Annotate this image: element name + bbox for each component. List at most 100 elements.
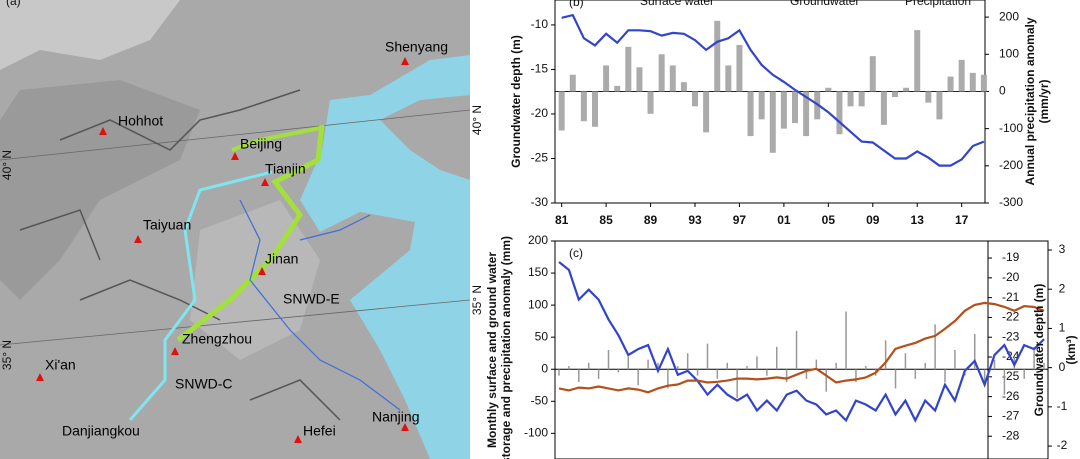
y-axis-title: Monthly surface and ground water: [485, 252, 499, 448]
bar: [625, 46, 632, 92]
y3-tick-label: 2: [1059, 281, 1066, 295]
bar: [792, 91, 798, 124]
bar: [558, 369, 560, 376]
bar: [627, 356, 630, 370]
bar: [836, 91, 843, 135]
bar: [592, 91, 598, 127]
y2-tick-label: -21: [1002, 290, 1020, 304]
bar: [904, 353, 907, 370]
y2-axis-title: Annual precipitation anomaly: [1023, 17, 1037, 185]
bar: [858, 91, 865, 107]
place-label: SNWD-E: [283, 291, 340, 307]
legend-label: Precipitation: [905, 0, 971, 8]
bar: [815, 359, 818, 370]
bar: [835, 362, 837, 370]
bar: [903, 87, 910, 92]
city-marker: [401, 423, 409, 431]
province-boundary: [19, 89, 341, 421]
bar: [954, 350, 956, 370]
place-label: Nanjing: [372, 409, 419, 425]
bar: [558, 91, 565, 131]
bar: [758, 91, 765, 120]
bar: [947, 76, 954, 92]
x-tick-label: 85: [599, 213, 613, 227]
bar: [569, 74, 576, 92]
bar: [1023, 369, 1025, 379]
panel-label: (c): [569, 246, 583, 260]
y3-tick-label: 0: [1059, 360, 1066, 374]
bar: [944, 369, 946, 383]
graticule: [0, 109, 470, 346]
bar: [736, 44, 743, 92]
place-label: Hohhot: [118, 113, 163, 129]
bar: [785, 369, 788, 383]
legend-label: Groundwater: [790, 0, 859, 8]
y2-tick-label: -20: [1002, 270, 1020, 284]
x-tick-label: 93: [688, 213, 702, 227]
bar: [714, 20, 721, 92]
bar: [914, 369, 917, 379]
canal-east: [176, 124, 325, 342]
city-marker: [171, 347, 179, 355]
bar: [780, 91, 787, 129]
y2-tick-label: 100: [999, 46, 1019, 60]
place-label: Xi'an: [45, 357, 76, 373]
place-label: Danjiangkou: [62, 423, 140, 439]
bar: [725, 65, 732, 92]
city-marker: [231, 152, 239, 160]
y2-tick-label: -300: [999, 195, 1023, 209]
bar: [894, 369, 897, 389]
bar: [647, 359, 649, 370]
bar: [692, 91, 698, 107]
y2-tick-label: -200: [999, 158, 1023, 172]
bar: [657, 362, 659, 370]
bar: [703, 91, 710, 133]
y2-tick-label: -100: [999, 121, 1023, 135]
y2-tick-label: 200: [999, 9, 1019, 23]
bar: [726, 362, 729, 370]
place-label: Beijing: [240, 136, 282, 152]
y-tick-label: 200: [528, 233, 548, 247]
panel-label: (b): [569, 0, 584, 9]
bar: [980, 74, 987, 92]
legend-label: Surface water: [640, 0, 714, 8]
bar: [825, 369, 827, 392]
river: [239, 199, 401, 411]
x-tick-label: 05: [822, 213, 836, 227]
canal-central: [128, 170, 273, 421]
canal-east: [231, 126, 321, 152]
bar: [845, 311, 847, 370]
y-tick-label: -30: [531, 195, 549, 209]
bar: [973, 333, 976, 370]
bar: [636, 67, 643, 92]
y-axis-title: storage and precipitation anomaly (mm): [499, 236, 513, 459]
y2-tick-label: -19: [1002, 250, 1020, 264]
bar: [825, 87, 832, 92]
bar: [603, 65, 610, 92]
bar: [647, 91, 654, 114]
y-tick-label: -10: [531, 17, 549, 31]
bar: [669, 65, 676, 92]
bar: [637, 369, 639, 386]
bar: [934, 324, 936, 370]
bar: [756, 356, 758, 370]
map-peninsula: [380, 95, 470, 180]
x-tick-label: 09: [866, 213, 880, 227]
y2-tick-label: -26: [1002, 389, 1020, 403]
city-marker: [258, 267, 266, 275]
bar: [746, 366, 748, 370]
bar: [580, 91, 587, 122]
x-tick-label: 97: [733, 213, 747, 227]
bar: [924, 362, 926, 370]
y3-tick-label: 3: [1059, 242, 1066, 256]
bar: [614, 85, 621, 92]
bar: [776, 346, 778, 370]
y3-axis-title: (km³): [1064, 335, 1078, 364]
city-marker: [261, 178, 269, 186]
y2-tick-label: -27: [1002, 409, 1020, 423]
plot-frame: [554, 240, 1049, 459]
latitude-label: 40° N: [0, 150, 14, 180]
x-tick-label: 81: [555, 213, 569, 227]
y-tick-label: 100: [528, 297, 548, 311]
